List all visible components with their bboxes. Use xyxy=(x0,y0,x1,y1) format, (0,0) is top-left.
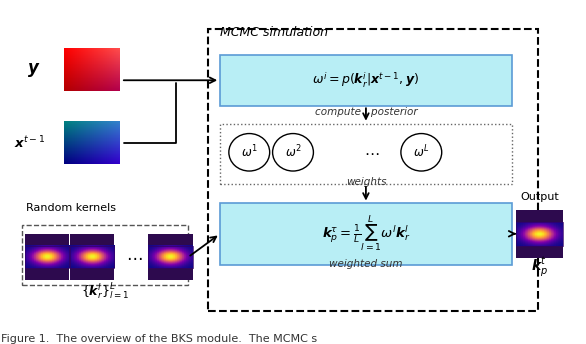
Ellipse shape xyxy=(401,133,442,171)
Text: MCMC simulation: MCMC simulation xyxy=(220,25,328,39)
FancyBboxPatch shape xyxy=(22,225,188,285)
Text: $\{\boldsymbol{k}_r^l\}_{l=1}^L$: $\{\boldsymbol{k}_r^l\}_{l=1}^L$ xyxy=(81,281,130,301)
Text: $\boldsymbol{k}_p^t$: $\boldsymbol{k}_p^t$ xyxy=(531,255,548,279)
FancyBboxPatch shape xyxy=(220,123,512,184)
Text: weights: weights xyxy=(346,177,386,187)
FancyBboxPatch shape xyxy=(148,234,193,280)
FancyBboxPatch shape xyxy=(220,203,512,265)
FancyBboxPatch shape xyxy=(220,55,512,106)
Text: $\cdots$: $\cdots$ xyxy=(364,145,380,160)
Text: weighted sum: weighted sum xyxy=(329,259,403,269)
FancyBboxPatch shape xyxy=(70,234,114,280)
Text: $\omega^i = p(\boldsymbol{k}_r^i|\boldsymbol{x}^{t-1},\boldsymbol{y})$: $\omega^i = p(\boldsymbol{k}_r^i|\boldsy… xyxy=(312,71,420,90)
Text: $\omega^1$: $\omega^1$ xyxy=(241,144,258,161)
Text: $\omega^L$: $\omega^L$ xyxy=(413,144,430,161)
FancyBboxPatch shape xyxy=(516,210,563,258)
Text: Output: Output xyxy=(520,192,559,202)
FancyBboxPatch shape xyxy=(209,29,538,311)
Text: $\boldsymbol{k}_p^{\tau} = \frac{1}{L}\sum_{l=1}^{L}\omega^l \boldsymbol{k}_r^l$: $\boldsymbol{k}_p^{\tau} = \frac{1}{L}\s… xyxy=(322,213,410,254)
Ellipse shape xyxy=(229,133,270,171)
Text: Figure 1.  The overview of the BKS module.  The MCMC s: Figure 1. The overview of the BKS module… xyxy=(1,334,318,344)
Text: compute | posterior: compute | posterior xyxy=(315,107,417,117)
FancyBboxPatch shape xyxy=(25,234,69,280)
Text: Random kernels: Random kernels xyxy=(26,203,117,213)
Text: $\cdots$: $\cdots$ xyxy=(126,248,142,266)
Text: $\omega^2$: $\omega^2$ xyxy=(285,144,301,161)
Ellipse shape xyxy=(272,133,314,171)
Text: $\boldsymbol{y}$: $\boldsymbol{y}$ xyxy=(27,61,40,79)
Text: $\boldsymbol{x}^{t-1}$: $\boldsymbol{x}^{t-1}$ xyxy=(13,135,45,151)
